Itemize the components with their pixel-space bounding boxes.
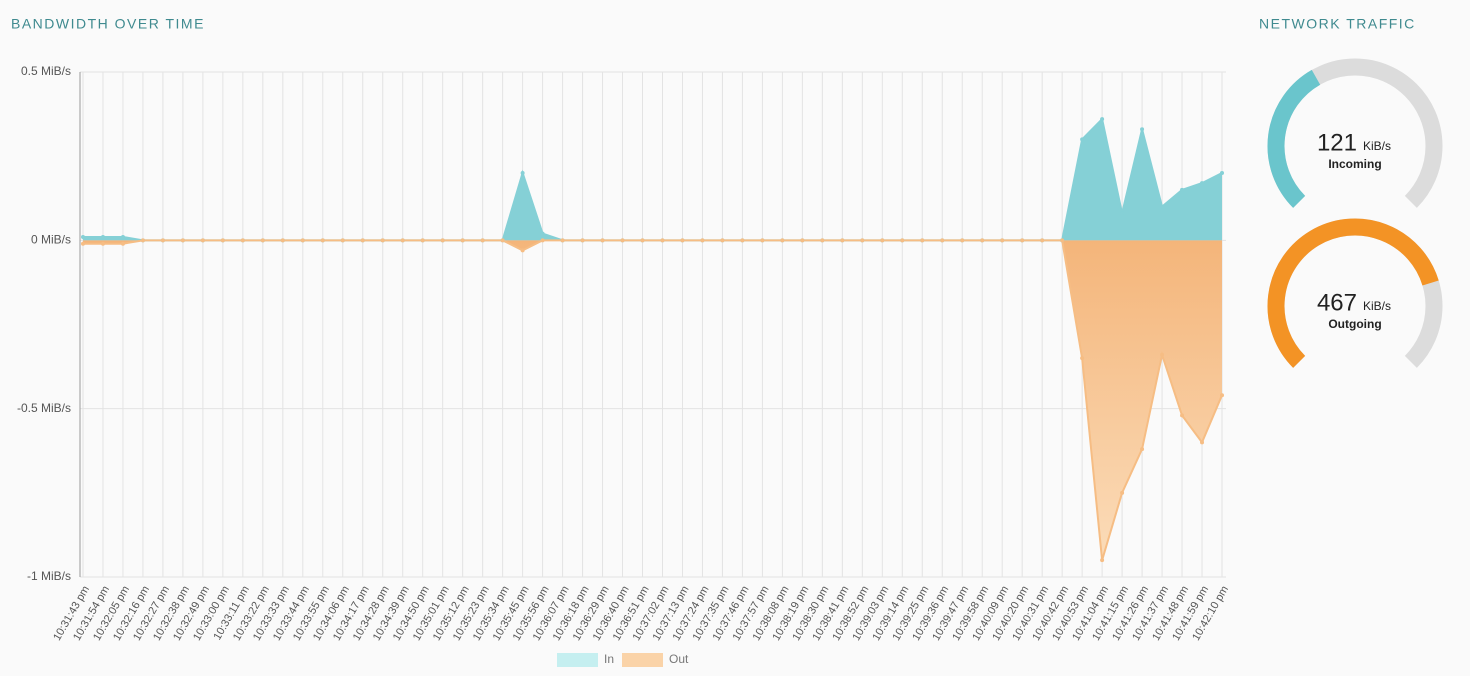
point <box>1120 490 1125 495</box>
gauge-value: 121 <box>1317 129 1357 156</box>
point <box>340 238 345 243</box>
point <box>220 238 225 243</box>
point <box>100 241 105 246</box>
point <box>1100 117 1105 122</box>
point <box>760 238 765 243</box>
point <box>840 238 845 243</box>
point <box>460 238 465 243</box>
point <box>800 238 805 243</box>
area-1 <box>83 240 1222 561</box>
point <box>1180 413 1185 418</box>
point <box>1040 238 1045 243</box>
point <box>900 238 905 243</box>
point <box>980 238 985 243</box>
point <box>920 238 925 243</box>
point <box>880 238 885 243</box>
point <box>500 238 505 243</box>
legend-label: Out <box>669 652 689 666</box>
point <box>1000 238 1005 243</box>
point <box>1160 352 1165 357</box>
point <box>1120 211 1125 216</box>
gauge-title: NETWORK TRAFFIC <box>1259 16 1416 32</box>
y-tick-label: -0.5 MiB/s <box>17 401 71 415</box>
gauge-unit: KiB/s <box>1363 139 1391 153</box>
point <box>1060 238 1065 243</box>
point <box>480 238 485 243</box>
point <box>620 238 625 243</box>
point <box>100 234 105 239</box>
legend-swatch <box>622 653 663 667</box>
point <box>1200 181 1205 186</box>
point <box>1220 171 1224 175</box>
point <box>720 238 725 243</box>
point <box>1020 238 1025 243</box>
point <box>600 238 605 243</box>
point <box>260 238 265 243</box>
point <box>360 238 365 243</box>
point <box>780 238 785 243</box>
point <box>540 231 545 236</box>
gauge-fill <box>1267 218 1439 368</box>
point <box>700 238 705 243</box>
point <box>660 238 665 243</box>
point <box>1200 440 1205 445</box>
point <box>1100 558 1105 563</box>
point <box>1140 127 1145 132</box>
legend-label: In <box>604 652 614 666</box>
point <box>1220 393 1224 398</box>
point <box>160 238 165 243</box>
gauge-fill <box>1267 69 1321 208</box>
gauge-label: Outgoing <box>1328 317 1381 331</box>
point <box>1080 137 1085 142</box>
point <box>1160 204 1165 209</box>
area-0 <box>83 119 1222 241</box>
gauge-value: 467 <box>1317 289 1357 316</box>
point <box>180 238 185 243</box>
point <box>280 238 285 243</box>
point <box>120 241 125 246</box>
point <box>300 238 305 243</box>
point <box>520 248 525 253</box>
point <box>940 238 945 243</box>
point <box>1180 187 1185 192</box>
point <box>120 234 125 239</box>
gauge-label: Incoming <box>1328 157 1381 171</box>
point <box>440 238 445 243</box>
point <box>820 238 825 243</box>
point <box>640 238 645 243</box>
legend-swatch <box>557 653 598 667</box>
point <box>860 238 865 243</box>
point <box>140 238 145 243</box>
point <box>580 238 585 243</box>
point <box>81 241 85 246</box>
point <box>520 171 525 175</box>
point <box>200 238 205 243</box>
y-tick-label: -1 MiB/s <box>27 569 71 583</box>
chart-title: BANDWIDTH OVER TIME <box>11 16 205 32</box>
point <box>400 238 405 243</box>
point <box>81 234 85 239</box>
point <box>380 238 385 243</box>
point <box>540 238 545 243</box>
point <box>420 238 425 243</box>
point <box>560 238 565 243</box>
line-1 <box>83 239 1223 561</box>
point <box>740 238 745 243</box>
point <box>1080 356 1085 361</box>
point <box>320 238 325 243</box>
point <box>1140 447 1145 452</box>
y-tick-label: 0.5 MiB/s <box>21 64 71 78</box>
point <box>960 238 965 243</box>
gauge-unit: KiB/s <box>1363 299 1391 313</box>
point <box>680 238 685 243</box>
y-tick-label: 0 MiB/s <box>31 233 71 247</box>
point <box>240 238 245 243</box>
